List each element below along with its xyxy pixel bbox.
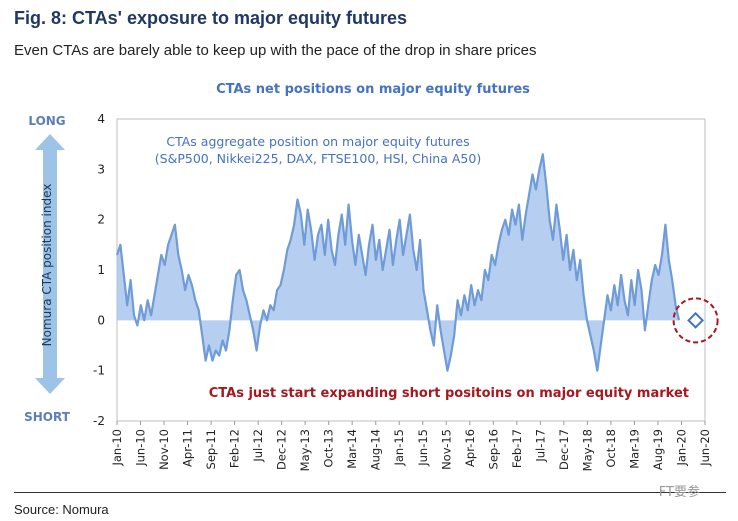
x-tick-label: Apr-16 [463, 429, 477, 467]
watermark: FT要参 [658, 485, 700, 500]
x-tick-label: Jun-20 [698, 429, 712, 467]
highlight-circle [672, 297, 719, 344]
x-tick-label: Jan-10 [110, 429, 124, 467]
x-tick-label: Nov-15 [439, 429, 453, 470]
x-tick-label: Oct-13 [322, 429, 336, 468]
figure-title: Fig. 8: CTAs' exposure to major equity f… [14, 8, 408, 28]
y-tick-label: 2 [97, 213, 105, 227]
y-tick-label: 4 [97, 112, 105, 126]
callout-text: CTAs just start expanding short positoin… [209, 386, 689, 401]
x-tick-label: Oct-18 [604, 429, 618, 468]
bottom-rule [14, 492, 726, 493]
x-tick-label: Apr-11 [181, 429, 195, 467]
y-tick-label: -2 [93, 414, 105, 428]
source-note: Source: Nomura [14, 502, 109, 517]
x-tick-label: May-13 [298, 429, 312, 471]
highlight-marker [672, 297, 719, 344]
x-tick-label: Feb-12 [228, 429, 242, 468]
y-tick-label: 3 [97, 162, 105, 176]
latest-point-marker [687, 311, 705, 329]
x-tick-label: Jan-20 [674, 429, 688, 467]
short-label: SHORT [24, 410, 71, 424]
x-tick-label: Jun-15 [416, 429, 430, 467]
series-annotation-line2: (S&P500, Nikkei225, DAX, FTSE100, HSI, C… [155, 151, 481, 166]
x-tick-label: Aug-14 [369, 429, 383, 470]
y-axis-label: Nomura CTA position index [40, 184, 54, 347]
x-tick-label: Jul-12 [251, 429, 265, 463]
series-annotation-line1: CTAs aggregate position on major equity … [166, 134, 469, 149]
x-tick-label: Dec-17 [557, 429, 571, 470]
y-tick-label: -1 [93, 364, 105, 378]
x-tick-label: Jun-10 [134, 429, 148, 467]
x-tick-label: Feb-17 [510, 429, 524, 468]
chart-title: CTAs net positions on major equity futur… [216, 82, 530, 97]
x-tick-label: Nov-10 [157, 429, 171, 470]
direction-arrow [35, 134, 65, 394]
x-tick-label: Sep-11 [204, 429, 218, 469]
x-tick-label: Jul-17 [533, 429, 547, 463]
y-tick-label: 0 [97, 313, 105, 327]
long-label: LONG [28, 114, 65, 128]
y-tick-label: 1 [97, 263, 105, 277]
x-tick-label: Jan-15 [392, 429, 406, 467]
x-tick-label: Mar-14 [345, 429, 359, 469]
x-tick-label: Sep-16 [486, 429, 500, 469]
x-tick-label: May-18 [580, 429, 594, 471]
y-axis: 4 3 2 1 0 -1 -2 [93, 112, 105, 428]
series-area-fill [117, 154, 679, 371]
x-tick-label: Aug-19 [651, 429, 665, 470]
x-axis: Jan-10 Jun-10 Nov-10 Apr-11 Sep-11 Feb-12 Jul-… [110, 421, 712, 471]
x-tick-label: Dec-12 [275, 429, 289, 470]
figure-subtitle: Even CTAs are barely able to keep up wit… [14, 42, 537, 59]
series-area [115, 153, 681, 372]
series-line [115, 153, 681, 372]
x-tick-label: Mar-19 [627, 429, 641, 469]
